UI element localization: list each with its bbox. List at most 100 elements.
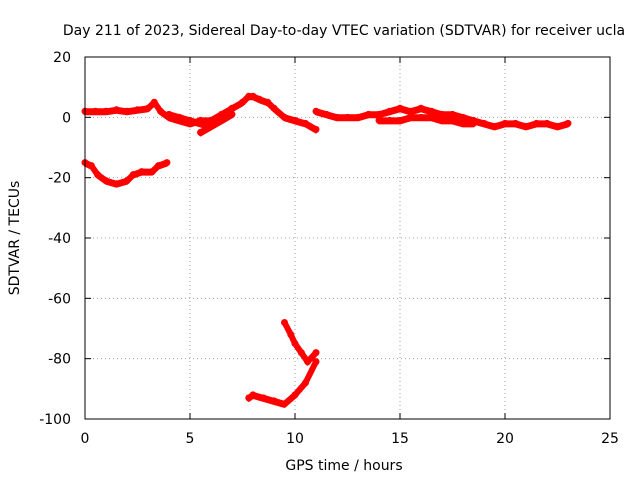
data-point (163, 159, 171, 167)
data-point (87, 162, 95, 170)
data-point (155, 162, 162, 170)
x-tick-label: 20 (496, 431, 514, 447)
y-tick-label: 20 (53, 50, 71, 66)
x-tick-label: 10 (286, 431, 304, 447)
data-point (228, 104, 236, 112)
data-point (123, 177, 131, 185)
data-point (144, 104, 152, 112)
data-point (138, 168, 146, 176)
data-point (501, 119, 509, 127)
series-trace-f (81, 159, 171, 188)
chart-title: Day 211 of 2023, Sidereal Day-to-day VTE… (63, 23, 625, 39)
series-trace-h (281, 318, 320, 366)
x-tick-label: 25 (601, 431, 619, 447)
data-point (270, 397, 278, 405)
data-point (365, 110, 372, 118)
data-point (375, 110, 383, 118)
data-point (218, 116, 225, 124)
data-point (564, 119, 572, 127)
data-point (304, 358, 312, 366)
data-point (312, 107, 320, 115)
data-point (554, 122, 561, 130)
data-point (239, 98, 246, 106)
series-trace-c (197, 110, 236, 137)
data-point (249, 92, 257, 100)
data-point (123, 107, 131, 115)
data-point (92, 107, 99, 115)
y-tick-label: 0 (62, 110, 71, 126)
data-point (428, 107, 435, 115)
data-point (312, 125, 320, 133)
data-point (176, 113, 183, 121)
data-point (302, 119, 309, 127)
data-point (281, 400, 288, 408)
series-band (199, 115, 234, 137)
y-tick-label: -20 (48, 171, 71, 187)
data-series (81, 92, 572, 408)
series-band (247, 362, 318, 408)
data-point (186, 116, 194, 124)
data-point (312, 349, 320, 357)
data-point (291, 116, 299, 124)
y-tick-label: -40 (48, 231, 71, 247)
data-point (428, 113, 435, 121)
data-point (344, 113, 351, 121)
data-point (291, 391, 299, 399)
data-point (270, 104, 278, 112)
data-point (386, 116, 393, 124)
x-tick-label: 0 (81, 431, 90, 447)
data-point (113, 106, 120, 114)
data-point (407, 113, 414, 121)
data-point (102, 177, 110, 185)
data-point (264, 98, 272, 106)
data-point (459, 119, 467, 127)
data-point (134, 106, 141, 114)
data-point (228, 110, 236, 118)
data-point (302, 379, 309, 387)
x-tick-label: 15 (391, 431, 409, 447)
data-point (396, 104, 404, 112)
data-point (148, 168, 156, 176)
series-line (376, 114, 477, 127)
data-point (417, 113, 425, 121)
data-point (354, 113, 362, 121)
y-tick-label: -60 (48, 291, 71, 307)
data-point (94, 171, 102, 179)
data-point (102, 107, 110, 115)
data-point (491, 122, 498, 130)
data-point (533, 119, 540, 127)
data-point (113, 180, 120, 188)
data-point (297, 349, 305, 357)
data-point (449, 116, 456, 124)
series-band (377, 118, 475, 128)
data-point (207, 122, 215, 130)
data-point (459, 113, 467, 121)
data-point (512, 119, 519, 127)
data-point (281, 113, 288, 121)
x-tick-label: 5 (186, 431, 195, 447)
data-point (333, 113, 341, 121)
data-point (249, 391, 257, 399)
y-axis-label: SDTVAR / TECUs (7, 181, 23, 296)
data-point (438, 110, 446, 118)
data-point (323, 110, 330, 118)
data-point (417, 104, 425, 112)
data-point (165, 110, 173, 118)
data-point (396, 116, 404, 124)
data-point (281, 318, 288, 326)
data-point (150, 98, 158, 106)
data-point (291, 340, 299, 348)
data-point (386, 107, 393, 115)
data-point (312, 358, 320, 366)
y-tick-label: -100 (39, 412, 71, 428)
series-line (197, 111, 235, 136)
data-point (197, 119, 204, 127)
data-point (197, 128, 204, 136)
data-point (522, 122, 530, 130)
data-point (375, 116, 383, 124)
axis-ticks: 0 5 10 15 20 25 -100 -80 -60 -40 -20 0 20 (39, 50, 619, 447)
data-point (480, 119, 488, 127)
data-point (438, 116, 446, 124)
data-point (287, 331, 295, 339)
